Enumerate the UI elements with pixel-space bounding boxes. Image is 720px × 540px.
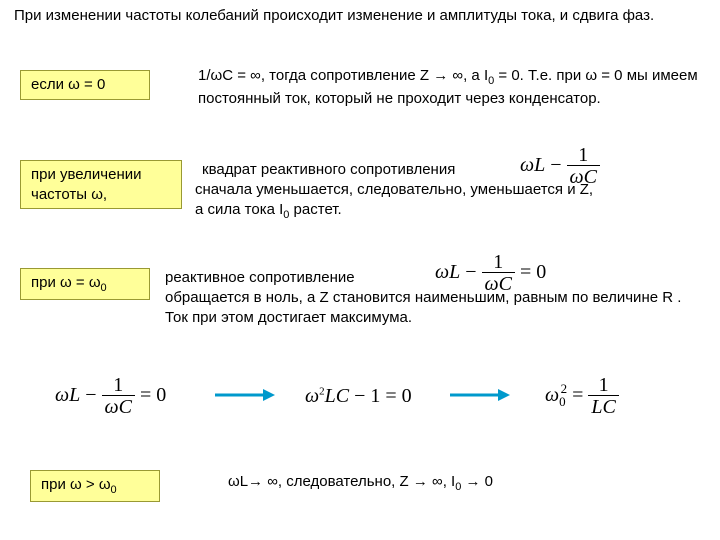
formula-1: ωL − 1ωC = 0	[55, 375, 166, 418]
case3-formula: ωL − 1ωC = 0	[435, 252, 546, 295]
arrow-1	[215, 388, 275, 402]
case2-desc-bc: сначала уменьшается, следовательно, умен…	[195, 180, 675, 223]
intro-text: При изменении частоты колебаний происход…	[14, 6, 704, 26]
case1-box: если ω = 0	[20, 70, 150, 100]
case2-label-b: частоты ω,	[31, 186, 107, 203]
arrow-2	[450, 388, 510, 402]
formula-3: ω02 = 1LC	[545, 375, 619, 418]
case3-label-sub: 0	[101, 282, 107, 294]
formula-2: ω2LC − 1 = 0	[305, 385, 412, 408]
case2-desc: квадрат реактивного сопротивления	[202, 160, 512, 180]
case3-label: при ω = ω	[31, 274, 101, 291]
case2-formula: ωL − 1ωC	[520, 145, 600, 188]
case1-desc: 1/ωС = ∞, тогда сопротивление Z → ∞, а I…	[198, 66, 698, 109]
case4-label: при ω > ω	[41, 476, 111, 493]
case3-box: при ω = ω0	[20, 268, 150, 300]
case4-desc-text: ωL→ ∞, следовательно, Z → ∞, I	[228, 473, 455, 490]
case1-desc-pre: 1/ωС = ∞, тогда сопротивление Z → ∞, а I	[198, 67, 488, 84]
case2-box: при увеличении частоты ω,	[20, 160, 182, 209]
case4-box: при ω > ω0	[30, 470, 160, 502]
case2-label-a: при увеличении	[31, 166, 142, 183]
case1-label: если ω = 0	[31, 76, 105, 93]
case3-desc-a: реактивное сопротивление	[165, 269, 355, 286]
case4-desc: ωL→ ∞, следовательно, Z → ∞, I0 → 0	[228, 472, 678, 495]
case3-desc-b-text: обращается в ноль, а Z становится наимен…	[165, 289, 681, 326]
case2-desc-c: а сила тока I	[195, 201, 283, 218]
case4-label-sub: 0	[111, 484, 117, 496]
case4-desc-post: → 0	[461, 473, 493, 490]
case2-desc-a: квадрат реактивного сопротивления	[202, 161, 455, 178]
case2-desc-c-post: растет.	[289, 201, 341, 218]
